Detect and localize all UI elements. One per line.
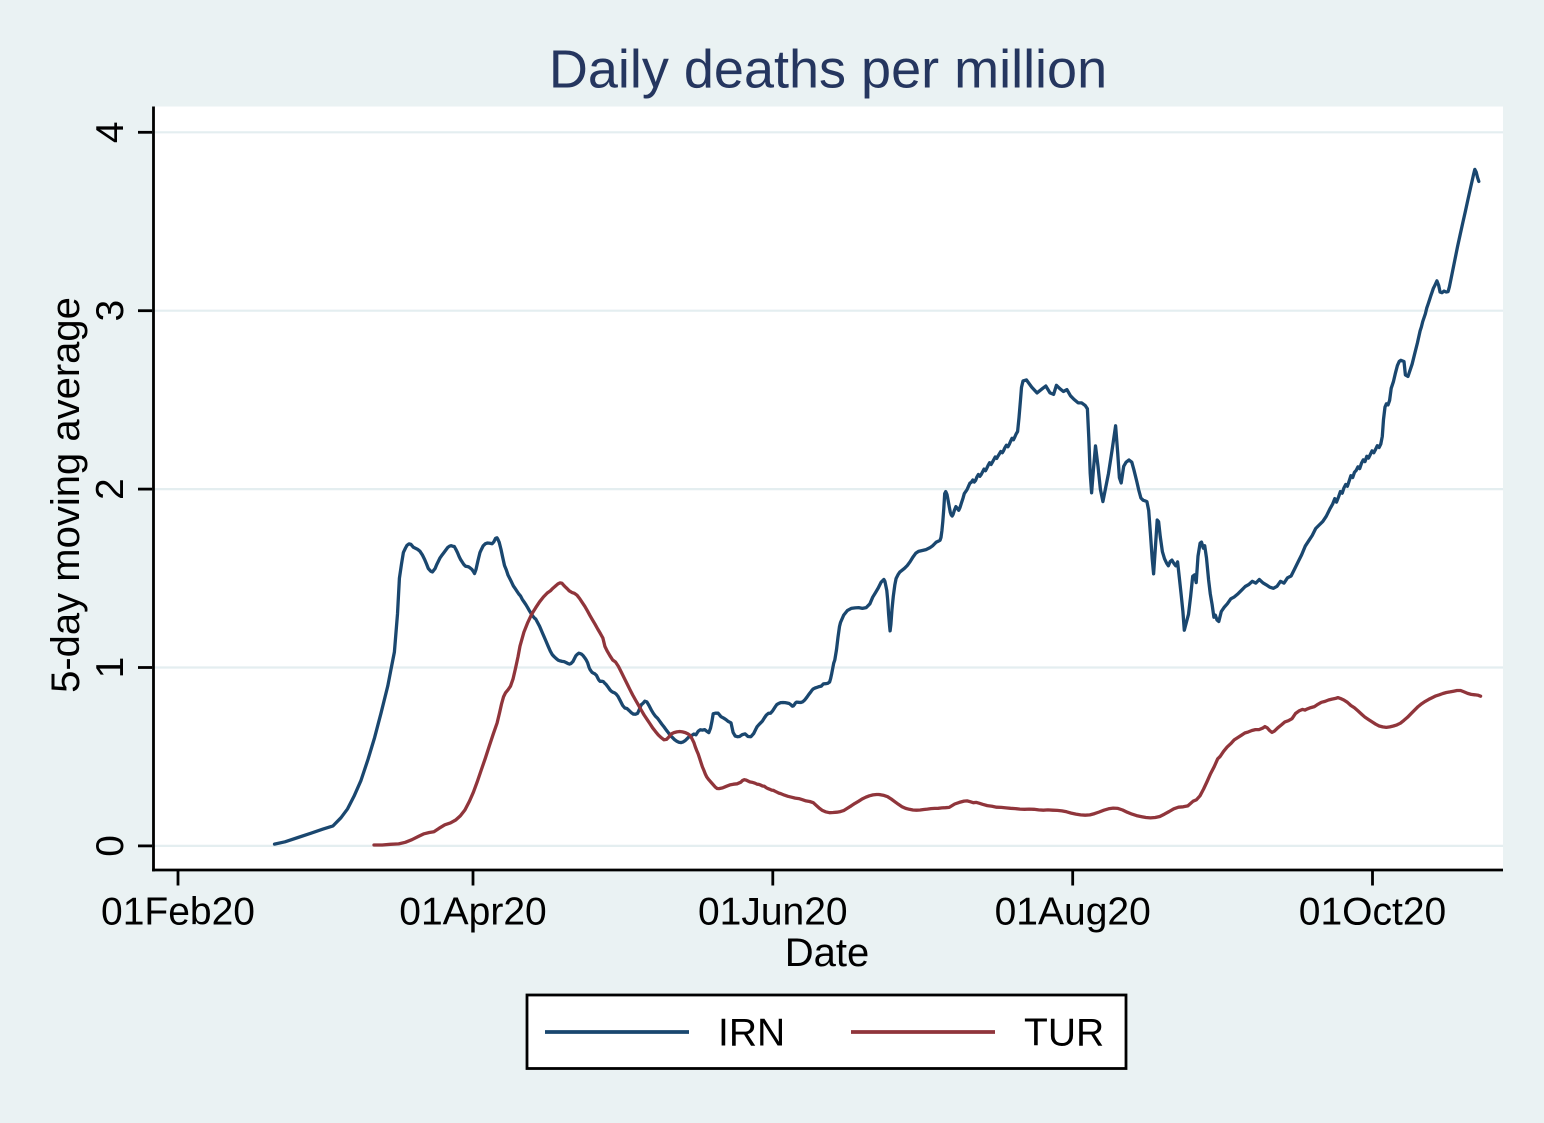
svg-text:0: 0 bbox=[89, 835, 132, 857]
svg-text:Daily deaths per million: Daily deaths per million bbox=[549, 40, 1107, 100]
svg-text:2: 2 bbox=[89, 478, 132, 500]
svg-text:01Aug20: 01Aug20 bbox=[995, 891, 1151, 934]
svg-text:01Feb20: 01Feb20 bbox=[101, 891, 255, 934]
svg-text:5-day moving average: 5-day moving average bbox=[44, 297, 88, 693]
svg-text:IRN: IRN bbox=[718, 1012, 785, 1055]
svg-text:01Apr20: 01Apr20 bbox=[399, 891, 546, 934]
svg-text:01Jun20: 01Jun20 bbox=[698, 891, 848, 934]
svg-text:3: 3 bbox=[89, 300, 132, 322]
svg-text:01Oct20: 01Oct20 bbox=[1299, 891, 1446, 934]
svg-text:1: 1 bbox=[89, 657, 132, 679]
svg-text:TUR: TUR bbox=[1024, 1012, 1104, 1055]
svg-text:Date: Date bbox=[785, 931, 870, 975]
svg-text:4: 4 bbox=[89, 121, 132, 143]
